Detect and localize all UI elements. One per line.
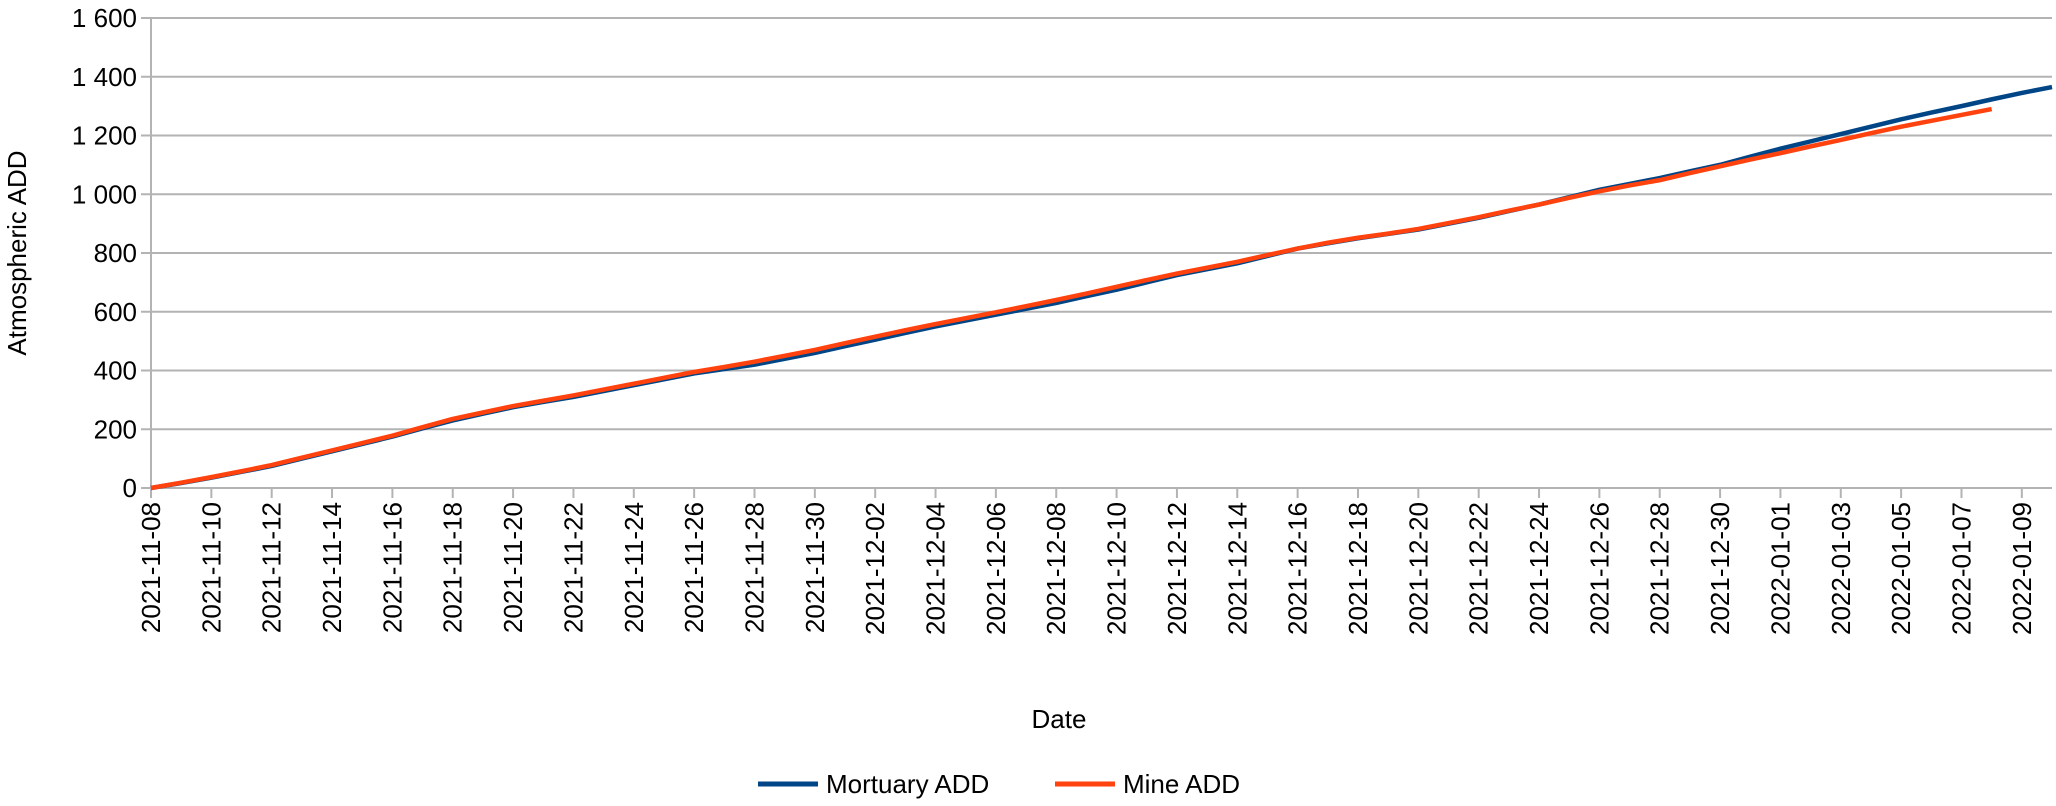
x-tick-label: 2021-11-20 <box>498 502 528 633</box>
line-series <box>150 84 2053 491</box>
x-tick-label: 2021-12-28 <box>1645 502 1675 635</box>
legend-label: Mortuary ADD <box>826 769 989 799</box>
x-tick-label: 2021-11-26 <box>679 502 709 633</box>
x-tick-label: 2021-12-22 <box>1464 502 1494 635</box>
x-tick-label: 2021-12-26 <box>1584 502 1614 635</box>
line-series <box>150 106 1993 491</box>
x-tick-label: 2021-11-14 <box>317 502 347 633</box>
legend-label: Mine ADD <box>1123 769 1240 799</box>
x-tick-label: 2022-01-07 <box>1946 502 1976 635</box>
x-tick-label: 2021-11-22 <box>558 502 588 633</box>
y-tick-label: 1 200 <box>72 121 137 151</box>
x-tick-label: 2021-11-24 <box>619 502 649 633</box>
x-tick-label: 2021-12-14 <box>1222 502 1252 635</box>
x-tick-label: 2021-12-12 <box>1162 502 1192 635</box>
x-tick-label: 2021-11-30 <box>800 502 830 633</box>
x-tick-label: 2021-12-08 <box>1041 502 1071 635</box>
x-tick-label: 2021-12-24 <box>1524 502 1554 635</box>
y-tick-label: 800 <box>94 238 137 268</box>
x-tick-label: 2021-11-08 <box>136 502 166 633</box>
x-tick-label: 2021-11-16 <box>377 502 407 633</box>
x-axis-title: Date <box>1032 704 1087 734</box>
y-tick-label: 400 <box>94 356 137 386</box>
x-tick-label: 2021-12-04 <box>921 502 951 635</box>
x-tick-label: 2021-12-02 <box>860 502 890 635</box>
x-tick-label: 2022-01-01 <box>1765 502 1795 635</box>
y-tick-label: 1 000 <box>72 179 137 209</box>
y-tick-label: 200 <box>94 414 137 444</box>
x-tick-label: 2021-12-10 <box>1102 502 1132 635</box>
y-axis-title: Atmospheric ADD <box>2 150 32 355</box>
x-tick-label: 2021-11-12 <box>257 502 287 633</box>
x-tick-label: 2021-11-18 <box>438 502 468 633</box>
x-tick-label: 2021-11-28 <box>739 502 769 633</box>
x-tick-label: 2021-12-20 <box>1403 502 1433 635</box>
x-tick-label: 2022-01-03 <box>1826 502 1856 635</box>
y-tick-label: 0 <box>123 473 137 503</box>
y-tick-label: 1 600 <box>72 3 137 33</box>
x-tick-label: 2022-01-09 <box>2007 502 2037 635</box>
x-tick-label: 2021-12-06 <box>981 502 1011 635</box>
x-tick-label: 2021-12-18 <box>1343 502 1373 635</box>
y-tick-label: 1 400 <box>72 62 137 92</box>
x-tick-label: 2021-12-16 <box>1283 502 1313 635</box>
y-tick-label: 600 <box>94 297 137 327</box>
x-tick-label: 2021-11-10 <box>196 502 226 633</box>
x-tick-label: 2022-01-05 <box>1886 502 1916 635</box>
x-tick-label: 2021-12-30 <box>1705 502 1735 635</box>
